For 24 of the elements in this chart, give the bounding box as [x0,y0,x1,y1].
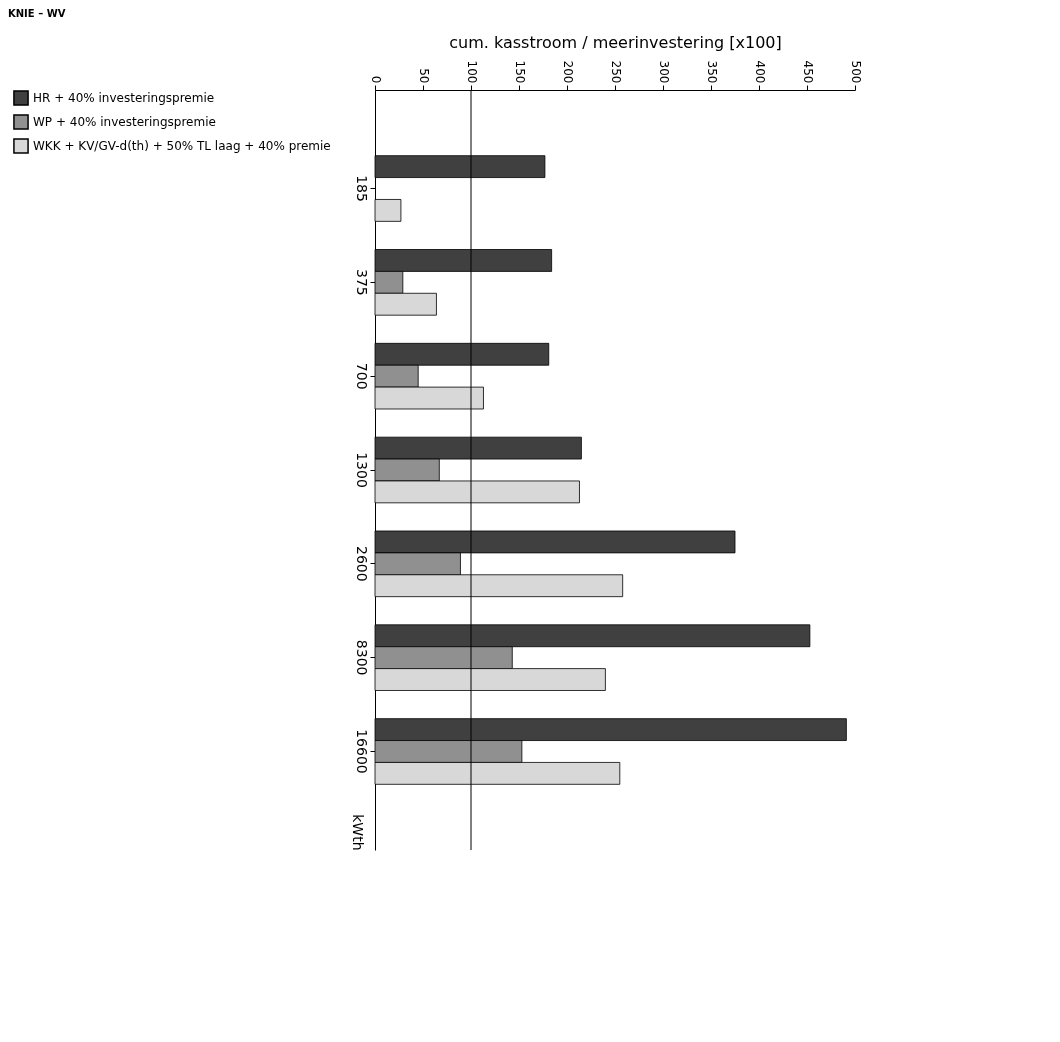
x-tick-label: 0 [368,75,383,84]
x-tick-label: 500 [848,60,863,84]
legend-label: HR + 40% investeringspremie [33,91,215,105]
x-axis-title: cum. kasstroom / meerinvestering [x100] [449,32,782,52]
x-tick-label: 200 [560,60,575,84]
y-tick-label: 8300 [353,639,370,676]
text: KNIE – WV [8,8,67,19]
x-tick-label: 250 [608,60,623,84]
legend-label: WKK + KV/GV-d(th) + 50% TL laag + 40% premie [33,139,331,153]
y-tick-label: 700 [353,362,370,390]
y-tick-label: 1300 [353,452,370,488]
y-axis-title: kWth [349,814,366,851]
x-tick-label: 450 [800,60,815,84]
y-tick-label: 375 [353,268,370,296]
x-tick-label: 100 [464,60,479,84]
x-tick-label: 50 [416,68,431,84]
x-tick-label: 150 [512,60,527,84]
y-tick-label: 16600 [353,729,370,774]
x-tick-label: 400 [752,60,767,84]
x-tick-label: 300 [656,60,671,84]
y-tick-label: 2600 [353,546,370,582]
y-tick-label: 185 [353,175,370,202]
legend-label: WP + 40% investeringspremie [33,115,216,129]
x-tick-label: 350 [704,60,719,84]
